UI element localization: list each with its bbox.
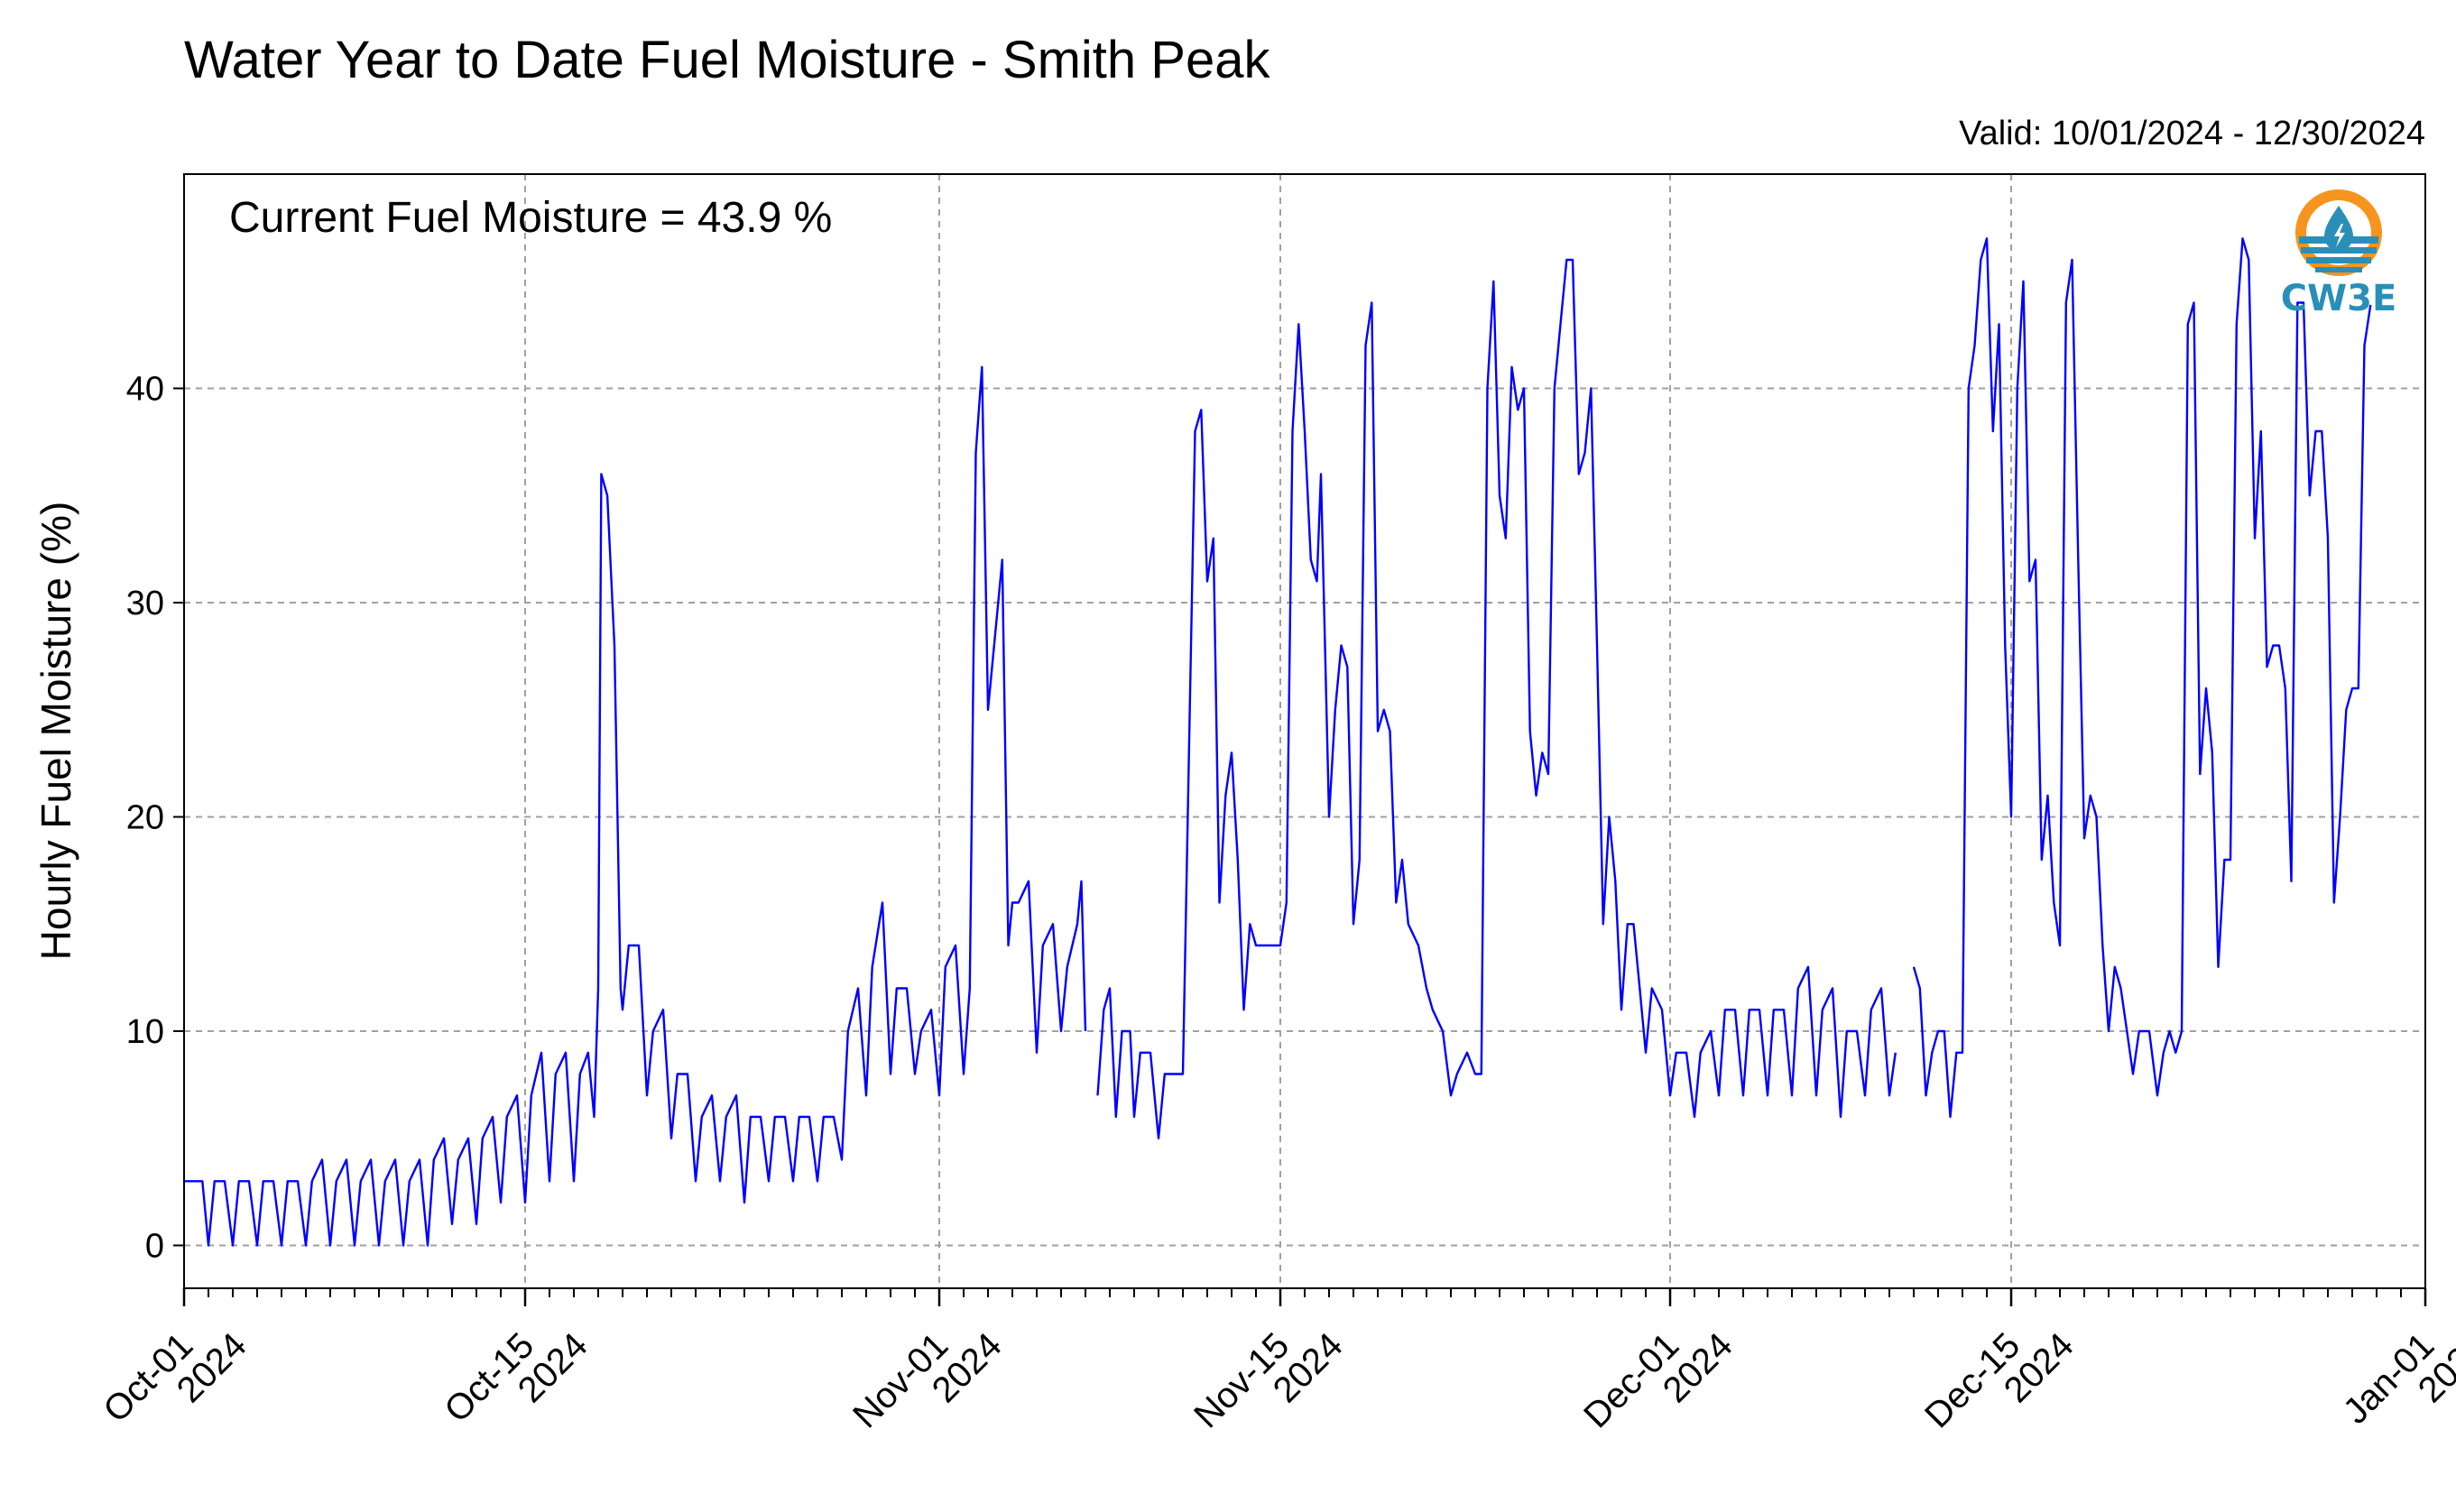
y-tick-label: 10 [126, 1013, 164, 1051]
x-tick-label: Nov-012024 [845, 1299, 1010, 1463]
grid-lines [184, 174, 2425, 1288]
plot-frame [183, 173, 2426, 1289]
y-tick-label: 20 [126, 799, 164, 837]
chart-title: Water Year to Date Fuel Moisture - Smith… [184, 31, 1270, 89]
data-series-layer [184, 237, 2372, 1247]
fuel-moisture-line [184, 365, 1087, 1247]
x-tick-label: Dec-152024 [1917, 1299, 2082, 1463]
chart-subtitle-valid-range: Valid: 10/01/2024 - 12/30/2024 [1959, 115, 2425, 152]
x-tick-label: Oct-152024 [437, 1299, 595, 1457]
x-tick-label: Oct-012024 [96, 1299, 254, 1457]
y-tick-label: 30 [126, 585, 164, 622]
x-tick-label: Dec-012024 [1576, 1299, 1740, 1463]
x-tick-label: Nov-152024 [1186, 1299, 1351, 1463]
fuel-moisture-line [1912, 237, 2372, 1119]
y-axis-label: Hourly Fuel Moisture (%) [32, 502, 79, 961]
x-tick-label: Jan-012025 [2336, 1299, 2456, 1459]
current-fuel-moisture-annotation: Current Fuel Moisture = 43.9 % [229, 194, 832, 242]
cw3e-logo-mark [2295, 189, 2382, 276]
cw3e-logo: CW3E [2281, 189, 2397, 319]
cw3e-logo-text: CW3E [2281, 278, 2397, 319]
y-tick-label: 0 [145, 1228, 164, 1266]
y-tick-label: 40 [126, 371, 164, 409]
fuel-moisture-line [1096, 258, 1897, 1139]
